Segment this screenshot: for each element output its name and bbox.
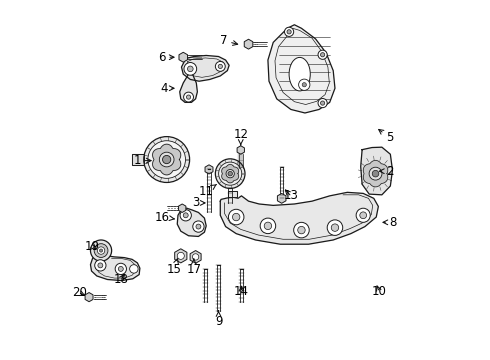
Circle shape [298, 226, 305, 234]
Circle shape [285, 27, 294, 36]
Text: 14: 14 [234, 285, 249, 298]
Text: 11: 11 [198, 184, 217, 198]
Circle shape [184, 63, 196, 75]
Circle shape [184, 92, 194, 102]
Polygon shape [174, 249, 187, 263]
Polygon shape [268, 25, 335, 113]
Polygon shape [91, 254, 140, 280]
Circle shape [186, 95, 191, 99]
Polygon shape [180, 74, 197, 102]
Circle shape [356, 208, 370, 222]
Text: 3: 3 [192, 197, 205, 210]
Circle shape [159, 152, 174, 167]
Circle shape [98, 263, 103, 268]
Circle shape [193, 221, 204, 232]
Polygon shape [361, 147, 392, 195]
Circle shape [115, 263, 126, 275]
Circle shape [188, 66, 193, 72]
Text: 10: 10 [371, 285, 387, 298]
Circle shape [228, 209, 244, 225]
Text: 19: 19 [85, 240, 100, 253]
Polygon shape [152, 144, 181, 175]
Circle shape [360, 212, 367, 219]
Text: 12: 12 [233, 128, 248, 145]
Circle shape [216, 62, 225, 71]
Polygon shape [85, 293, 93, 302]
Text: 1: 1 [134, 154, 151, 167]
Circle shape [163, 156, 171, 164]
Polygon shape [205, 165, 213, 174]
Text: 17: 17 [186, 259, 201, 276]
Circle shape [320, 53, 325, 57]
Polygon shape [228, 191, 237, 197]
Circle shape [196, 224, 201, 229]
Polygon shape [190, 251, 201, 263]
Polygon shape [237, 146, 245, 154]
Circle shape [320, 101, 325, 105]
Polygon shape [220, 192, 378, 244]
Text: 13: 13 [283, 189, 298, 202]
Circle shape [183, 213, 188, 218]
Circle shape [144, 136, 190, 183]
Circle shape [226, 170, 234, 178]
Polygon shape [363, 161, 388, 187]
Circle shape [287, 30, 291, 34]
Circle shape [302, 83, 306, 87]
Ellipse shape [289, 57, 310, 91]
Circle shape [98, 247, 105, 254]
Text: 20: 20 [72, 287, 87, 300]
Polygon shape [181, 55, 229, 81]
Text: 9: 9 [215, 311, 222, 328]
Circle shape [95, 260, 106, 271]
Text: 5: 5 [379, 130, 393, 144]
Circle shape [369, 167, 382, 180]
Circle shape [264, 222, 271, 230]
Circle shape [218, 64, 222, 68]
Polygon shape [179, 52, 188, 62]
Circle shape [94, 244, 108, 257]
Circle shape [232, 213, 240, 221]
Circle shape [327, 220, 343, 235]
Text: 16: 16 [154, 211, 174, 224]
Text: 18: 18 [113, 273, 128, 286]
Text: 2: 2 [379, 165, 393, 178]
Circle shape [91, 240, 112, 261]
Circle shape [148, 141, 186, 178]
Circle shape [294, 222, 309, 238]
Polygon shape [221, 165, 239, 183]
Polygon shape [177, 208, 206, 237]
Circle shape [298, 79, 310, 90]
Circle shape [130, 265, 138, 273]
Circle shape [318, 99, 327, 108]
Polygon shape [244, 39, 253, 49]
Circle shape [331, 224, 339, 231]
Circle shape [228, 171, 232, 176]
Circle shape [119, 266, 123, 271]
Text: 15: 15 [166, 259, 181, 276]
Circle shape [260, 218, 276, 234]
Circle shape [99, 249, 102, 252]
Circle shape [216, 159, 245, 189]
Polygon shape [277, 193, 286, 203]
Circle shape [180, 210, 192, 221]
Circle shape [177, 252, 184, 259]
Circle shape [372, 170, 379, 177]
Text: 8: 8 [383, 216, 397, 229]
Text: 7: 7 [220, 34, 238, 47]
Circle shape [318, 50, 327, 59]
Text: 4: 4 [160, 82, 174, 95]
Circle shape [193, 254, 199, 260]
Polygon shape [178, 204, 186, 212]
Text: 6: 6 [158, 51, 174, 64]
Circle shape [219, 162, 242, 185]
Polygon shape [132, 154, 144, 165]
